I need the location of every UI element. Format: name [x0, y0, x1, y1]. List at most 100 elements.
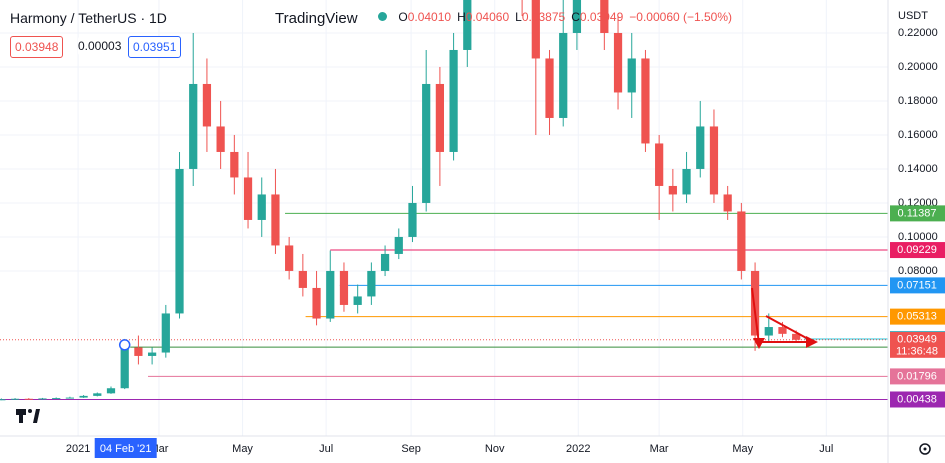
candle-body: [682, 168, 691, 195]
watermark: TradingView: [275, 10, 358, 27]
tv-logo: [16, 409, 40, 423]
candle-body: [271, 194, 280, 246]
candle-body: [778, 327, 787, 334]
level-label: 0.11387: [898, 207, 937, 219]
candle-body: [93, 393, 102, 396]
candle-body: [723, 194, 732, 212]
candle-body: [449, 49, 458, 152]
candle-body: [148, 352, 157, 356]
annotations: [751, 287, 818, 349]
level-label-box: [890, 277, 945, 294]
level-label: 0.00438: [897, 393, 937, 405]
ohlc-key: H: [457, 10, 466, 24]
candle-body: [189, 83, 198, 169]
x-tick-label: Jul: [319, 443, 333, 455]
level-label-box: [890, 391, 945, 408]
x-tick-label: Mar: [650, 443, 669, 455]
sell-price[interactable]: 0.03948: [10, 36, 64, 58]
candle-body: [161, 313, 170, 353]
candle-body: [353, 296, 362, 305]
candle-body: [655, 143, 664, 186]
candle-body: [641, 58, 650, 144]
candle-body: [10, 398, 20, 400]
candle-body: [339, 270, 349, 305]
candle-body: [408, 202, 417, 237]
ohlc-key: C: [571, 10, 580, 24]
spread: 0.00003: [78, 36, 122, 56]
candle-body: [792, 333, 801, 340]
marker: [118, 339, 131, 351]
buy-price[interactable]: 0.03951: [128, 36, 182, 58]
x-tick-label: Nov: [485, 443, 505, 455]
candle-body: [216, 126, 225, 152]
candle-body: [668, 185, 677, 195]
candle-body: [600, 0, 609, 33]
candle-body: [696, 126, 705, 169]
status-dot: [378, 12, 387, 21]
y-tick-label: 0.08000: [898, 265, 938, 277]
level-label-box: [890, 308, 945, 325]
y-tick-label: 0.18000: [898, 95, 938, 107]
ohlc-key: L: [515, 10, 522, 24]
candle-body: [326, 270, 335, 319]
level-label: 0.07151: [897, 279, 937, 291]
y-tick-label: 0.14000: [898, 163, 938, 175]
candle-body: [380, 253, 390, 271]
level-label-box: [890, 368, 945, 385]
candle-body: [750, 270, 760, 336]
candle-body: [545, 58, 554, 118]
candle-body: [531, 0, 540, 59]
ohlc-value: 0.04010: [407, 10, 452, 24]
watermark-text: TradingView: [275, 10, 358, 27]
candle-body: [737, 211, 746, 271]
candle-body: [38, 398, 47, 400]
candle-body: [175, 168, 184, 314]
x-tick-label: 2022: [566, 443, 590, 455]
trend-line: [765, 315, 811, 341]
y-tick-label: 0.22000: [898, 27, 938, 39]
candle-body: [134, 347, 143, 356]
arrow: [751, 287, 760, 345]
candle-body: [709, 126, 719, 195]
candle-body: [52, 398, 61, 400]
ohlc-value: 0.03949: [579, 10, 624, 24]
settings-icon[interactable]: [919, 443, 931, 455]
change: −0.00060 (−1.50%): [629, 10, 733, 24]
candle-body: [24, 398, 33, 400]
price-label: 0.03949: [897, 334, 937, 346]
candle-body: [394, 236, 403, 254]
level-label-box: [890, 242, 945, 259]
x-tick-label: Sep: [401, 443, 421, 455]
candle-body: [0, 399, 6, 401]
arrow-head: [753, 338, 765, 349]
candle-body: [559, 32, 568, 118]
ohlc-legend: O0.04010 H0.04060 L0.03875 C0.03949 −0.00060…: [378, 10, 732, 24]
candle-body: [367, 270, 376, 297]
level-label: 0.01796: [897, 370, 937, 382]
crosshair-date-box: [94, 438, 157, 458]
x-tick-label: 2021: [66, 443, 90, 455]
candle-body: [572, 0, 582, 33]
currency: USDT: [898, 10, 928, 22]
countdown: 11:36:48: [896, 346, 938, 358]
candle-body: [422, 83, 431, 203]
candle-body: [285, 245, 294, 271]
candle-body: [257, 194, 266, 220]
ohlc-key: O: [398, 10, 408, 24]
candle-body: [298, 270, 307, 288]
ohlc-value: 0.04060: [465, 10, 510, 24]
candle-body: [230, 151, 239, 178]
crosshair-date: 04 Feb '21: [100, 443, 152, 455]
level-label-box: [890, 205, 945, 222]
candle-body: [65, 397, 74, 399]
x-tick-label: May: [232, 443, 253, 455]
candle-body: [764, 327, 773, 336]
levels: [0, 212, 888, 400]
candle-body: [243, 177, 253, 220]
candle-body: [79, 395, 88, 398]
symbol-title: Harmony / TetherUS · 1D: [10, 10, 167, 26]
axes: 0.220000.200000.180000.160000.140000.120…: [66, 27, 945, 458]
